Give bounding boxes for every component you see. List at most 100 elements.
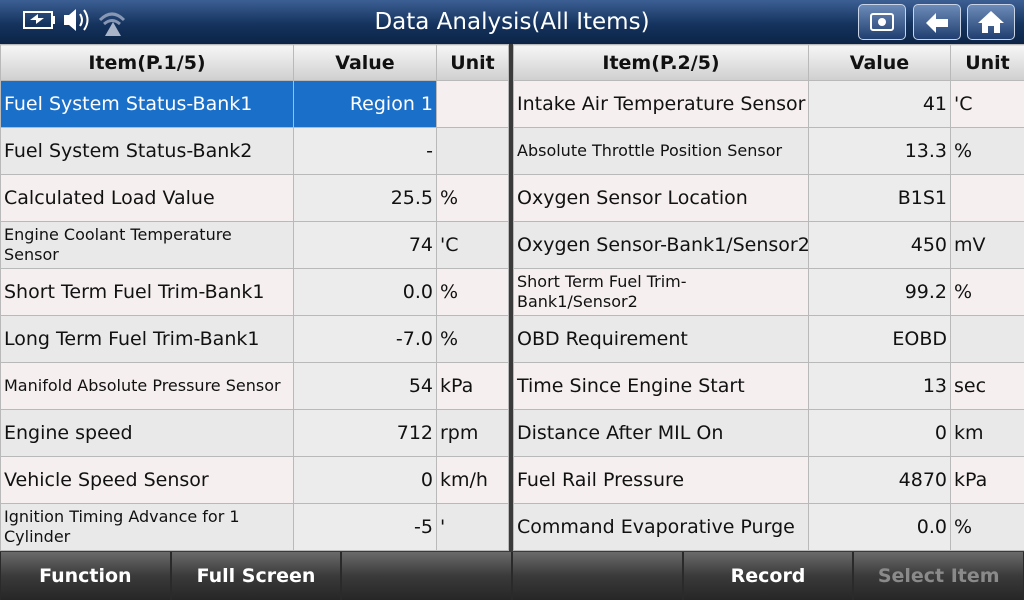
header-row: Item(P.2/5) Value Unit bbox=[513, 44, 1024, 81]
unit-cell: % bbox=[436, 315, 509, 363]
unit-cell bbox=[950, 315, 1024, 363]
data-table-left: Item(P.1/5) Value Unit Fuel System Status-B… bbox=[0, 44, 509, 551]
data-row: Manifold Absolute Pressure Sensor 54 kPa bbox=[0, 362, 509, 410]
column-header: Unit bbox=[436, 44, 509, 81]
value-cell: 0 bbox=[293, 456, 437, 504]
unit-cell: km/h bbox=[436, 456, 509, 504]
screenshot-button[interactable] bbox=[858, 4, 906, 40]
data-row: Short Term Fuel Trim-Bank1/Sensor2 99.2% bbox=[513, 268, 1024, 316]
value-cell: 13 bbox=[808, 362, 951, 410]
value-cell: B1S1 bbox=[808, 174, 951, 222]
column-header: Item(P.2/5) bbox=[513, 44, 809, 81]
data-row: Absolute Throttle Position Sensor 13.3% bbox=[513, 127, 1024, 175]
data-row: Intake Air Temperature Sensor 41 'C bbox=[513, 80, 1024, 128]
unit-cell: sec bbox=[950, 362, 1024, 410]
record-button[interactable]: Record bbox=[683, 552, 853, 600]
value-cell: EOBD bbox=[808, 315, 951, 363]
unit-cell: ' bbox=[436, 503, 509, 551]
value-cell: 4870 bbox=[808, 456, 951, 504]
unit-cell: % bbox=[436, 174, 509, 222]
data-row: Long Term Fuel Trim-Bank1 -7.0% bbox=[0, 315, 509, 363]
unit-cell: kPa bbox=[436, 362, 509, 410]
value-cell: 0 bbox=[808, 409, 951, 457]
item-cell: Engine speed bbox=[0, 409, 294, 457]
value-cell: -5 bbox=[293, 503, 437, 551]
data-row: Calculated Load Value 25.5% bbox=[0, 174, 509, 222]
value-cell: - bbox=[293, 127, 437, 175]
unit-cell: % bbox=[950, 268, 1024, 316]
title-bar: Data Analysis(All Items) bbox=[0, 0, 1024, 44]
unit-cell: 'C bbox=[950, 80, 1024, 128]
column-header: Unit bbox=[950, 44, 1024, 81]
item-cell: Intake Air Temperature Sensor bbox=[513, 80, 809, 128]
data-row: Command Evaporative Purge 0.0% bbox=[513, 503, 1024, 551]
unit-cell: % bbox=[436, 268, 509, 316]
item-cell: Long Term Fuel Trim-Bank1 bbox=[0, 315, 294, 363]
value-cell: 99.2 bbox=[808, 268, 951, 316]
header-row: Item(P.1/5) Value Unit bbox=[0, 44, 509, 81]
item-cell: Time Since Engine Start bbox=[513, 362, 809, 410]
item-cell: Ignition Timing Advance for 1 Cylinder bbox=[0, 503, 294, 551]
data-row: Engine Coolant Temperature Sensor 74 'C bbox=[0, 221, 509, 269]
item-cell: Fuel Rail Pressure bbox=[513, 456, 809, 504]
item-cell: Vehicle Speed Sensor bbox=[0, 456, 294, 504]
unit-cell: km bbox=[950, 409, 1024, 457]
item-cell: Fuel System Status-Bank2 bbox=[0, 127, 294, 175]
home-button[interactable] bbox=[967, 4, 1015, 40]
unit-cell: mV bbox=[950, 221, 1024, 269]
item-cell: Oxygen Sensor-Bank1/Sensor2 bbox=[513, 221, 809, 269]
data-row: Short Term Fuel Trim-Bank1 0.0% bbox=[0, 268, 509, 316]
function-button[interactable]: Function bbox=[1, 552, 170, 600]
value-cell: 13.3 bbox=[808, 127, 951, 175]
value-cell: 712 bbox=[293, 409, 437, 457]
value-cell: 450 bbox=[808, 221, 951, 269]
data-row: Vehicle Speed Sensor 0 km/h bbox=[0, 456, 509, 504]
back-button[interactable] bbox=[913, 4, 961, 40]
value-cell: 0.0 bbox=[293, 268, 437, 316]
item-cell: Oxygen Sensor Location bbox=[513, 174, 809, 222]
value-cell: 41 bbox=[808, 80, 951, 128]
data-row: Fuel Rail Pressure 4870 kPa bbox=[513, 456, 1024, 504]
item-cell: Manifold Absolute Pressure Sensor bbox=[0, 362, 294, 410]
status-icons bbox=[23, 9, 126, 36]
unit-cell: % bbox=[950, 127, 1024, 175]
item-cell: Engine Coolant Temperature Sensor bbox=[0, 221, 294, 269]
select-item-button: Select Item bbox=[854, 552, 1024, 600]
item-cell: Distance After MIL On bbox=[513, 409, 809, 457]
value-cell: -7.0 bbox=[293, 315, 437, 363]
column-header: Value bbox=[808, 44, 951, 81]
empty-button bbox=[513, 552, 682, 600]
button-bar: Function Full Screen Record Select Item bbox=[0, 552, 1024, 600]
data-row: Distance After MIL On 0 km bbox=[513, 409, 1024, 457]
item-cell: Short Term Fuel Trim-Bank1/Sensor2 bbox=[513, 268, 809, 316]
unit-cell: rpm bbox=[436, 409, 509, 457]
item-cell: OBD Requirement bbox=[513, 315, 809, 363]
data-row: Oxygen Sensor-Bank1/Sensor2 450 mV bbox=[513, 221, 1024, 269]
column-header: Item(P.1/5) bbox=[0, 44, 294, 81]
data-row[interactable]: Fuel System Status-Bank1 Region 1 bbox=[0, 80, 509, 128]
value-cell: Region 1 bbox=[293, 80, 437, 128]
data-row: Engine speed 712 rpm bbox=[0, 409, 509, 457]
value-cell: 25.5 bbox=[293, 174, 437, 222]
value-cell: 54 bbox=[293, 362, 437, 410]
unit-cell: kPa bbox=[950, 456, 1024, 504]
item-cell: Absolute Throttle Position Sensor bbox=[513, 127, 809, 175]
empty-button bbox=[342, 552, 512, 600]
item-cell: Fuel System Status-Bank1 bbox=[0, 80, 294, 128]
unit-cell bbox=[436, 80, 509, 128]
unit-cell bbox=[950, 174, 1024, 222]
data-table-right: Item(P.2/5) Value Unit Intake Air Temperatu… bbox=[513, 44, 1024, 551]
data-row: Fuel System Status-Bank2- bbox=[0, 127, 509, 175]
data-row: Oxygen Sensor Location B1S1 bbox=[513, 174, 1024, 222]
data-row: Time Since Engine Start 13 sec bbox=[513, 362, 1024, 410]
column-header: Value bbox=[293, 44, 437, 81]
value-cell: 0.0 bbox=[808, 503, 951, 551]
data-row: OBD Requirement EOBD bbox=[513, 315, 1024, 363]
full-screen-button[interactable]: Full Screen bbox=[171, 552, 341, 600]
unit-cell: % bbox=[950, 503, 1024, 551]
unit-cell: 'C bbox=[436, 221, 509, 269]
data-row: Ignition Timing Advance for 1 Cylinder -5… bbox=[0, 503, 509, 551]
value-cell: 74 bbox=[293, 221, 437, 269]
item-cell: Calculated Load Value bbox=[0, 174, 294, 222]
